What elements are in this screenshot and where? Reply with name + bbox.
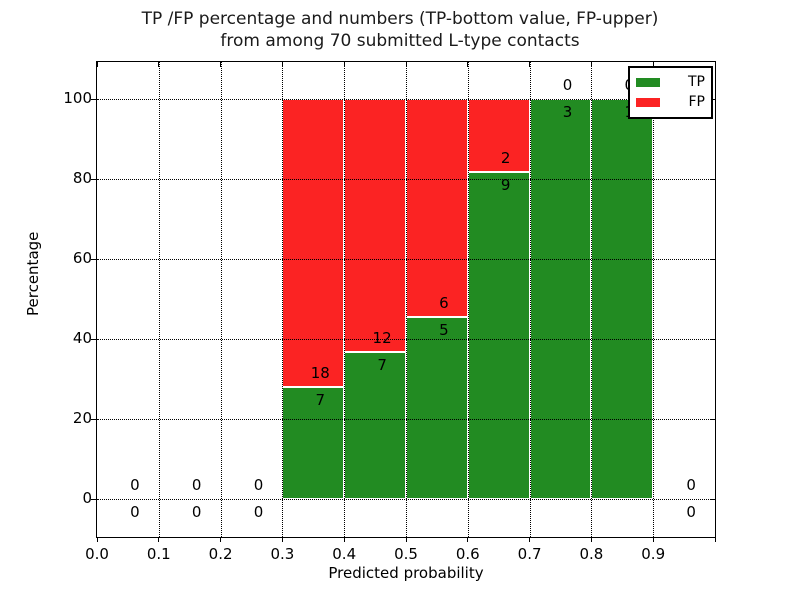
tp-count-label: 7 [377, 355, 387, 374]
y-tick-mark [91, 98, 96, 100]
y-tick-mark [91, 258, 96, 260]
x-axis-label: Predicted probability [328, 564, 484, 582]
x-tick-mark-top [281, 62, 283, 67]
bar-segment-fp [406, 99, 468, 318]
x-tick-mark [96, 537, 98, 542]
bar-segment-tp [529, 99, 592, 499]
tp-count-label: 0 [130, 503, 140, 521]
gridline-vertical [344, 62, 346, 537]
fp-count-label: 0 [191, 476, 202, 494]
legend: TP FP [628, 66, 713, 119]
fp-count-label: 0 [686, 476, 696, 494]
y-tick-label: 20 [72, 409, 92, 427]
tp-count-label: 3 [562, 103, 573, 121]
y-tick-label: 40 [72, 329, 92, 347]
y-tick-mark-right [710, 498, 715, 500]
y-tick-mark-right [710, 178, 715, 180]
gridline-vertical [220, 62, 222, 537]
y-tick-mark [91, 178, 96, 180]
x-tick-label: 0.8 [579, 545, 604, 563]
x-tick-mark [467, 537, 469, 542]
bar-segment-tp [591, 99, 654, 499]
legend-item-tp: TP [636, 72, 705, 92]
x-tick-mark-top [96, 62, 98, 67]
legend-label: TP [688, 74, 705, 90]
x-tick-mark-top [467, 62, 469, 67]
y-tick-mark-right [710, 338, 715, 340]
bar-segment-tp [406, 317, 468, 499]
x-tick-mark [158, 537, 160, 542]
bar-segment-tp [282, 387, 345, 499]
legend-swatch-fp [636, 97, 660, 107]
fp-count-label: 18 [310, 364, 330, 382]
gridline-vertical [282, 62, 284, 537]
fp-count-label: 12 [372, 328, 392, 347]
y-tick-mark [91, 498, 96, 500]
tp-count-label: 7 [315, 391, 326, 409]
x-tick-mark-top [714, 62, 716, 67]
fp-count-label: 0 [253, 476, 264, 494]
x-tick-mark-top [529, 62, 531, 67]
x-tick-mark [405, 537, 407, 542]
fp-count-label: 0 [130, 476, 140, 494]
y-tick-mark-right [710, 418, 715, 420]
y-axis-label: Percentage [24, 231, 42, 316]
tp-count-label: 9 [500, 175, 511, 194]
x-tick-mark-top [405, 62, 407, 67]
legend-swatch-tp [636, 77, 660, 87]
x-tick-label: 0.1 [146, 545, 171, 563]
bar-segment-tp [467, 171, 530, 499]
gridline-vertical [653, 62, 655, 537]
y-tick-mark [91, 338, 96, 340]
x-tick-label: 0.2 [208, 545, 233, 563]
x-tick-label: 0.6 [455, 545, 480, 563]
x-tick-label: 0.7 [517, 545, 542, 563]
x-tick-mark [529, 537, 531, 542]
tp-count-label: 0 [253, 503, 264, 521]
x-tick-mark [281, 537, 283, 542]
y-tick-label: 80 [72, 169, 92, 187]
x-tick-label: 0.0 [85, 545, 109, 563]
chart-title-line1: TP /FP percentage and numbers (TP-bottom… [141, 9, 659, 29]
x-tick-mark [590, 537, 592, 542]
bar-segment-fp [344, 99, 406, 352]
legend-label: FP [688, 94, 706, 110]
plot-area: 0000001871276529030100TPFP [91, 61, 716, 542]
x-tick-label: 0.3 [270, 545, 295, 563]
y-tick-mark-right [710, 258, 715, 260]
y-tick-label: 0 [82, 489, 92, 507]
tp-count-label: 0 [191, 503, 202, 521]
x-tick-mark [652, 537, 654, 542]
gridline-vertical [529, 62, 531, 537]
tp-count-label: 0 [686, 503, 696, 521]
x-tick-label: 0.4 [332, 545, 357, 563]
bar-segment-tp [344, 351, 406, 499]
y-tick-label: 60 [72, 249, 92, 267]
x-tick-mark [714, 537, 716, 542]
x-tick-mark-top [158, 62, 160, 67]
bar-segment-fp [282, 99, 345, 387]
x-tick-mark [343, 537, 345, 542]
x-tick-mark-top [220, 62, 222, 67]
x-tick-mark [220, 537, 222, 542]
y-tick-mark [91, 418, 96, 420]
gridline-vertical [406, 62, 407, 537]
x-tick-mark-top [590, 62, 592, 67]
fp-count-label: 0 [562, 76, 573, 94]
x-tick-mark-top [652, 62, 654, 67]
y-tick-label: 100 [63, 89, 92, 107]
legend-item-fp: FP [636, 92, 705, 112]
fp-count-label: 2 [500, 148, 511, 167]
tp-count-label: 5 [439, 321, 449, 340]
gridline-vertical [591, 62, 593, 537]
chart-title-line2: from among 70 submitted L-type contacts [220, 31, 580, 51]
fp-count-label: 6 [439, 294, 449, 313]
x-tick-label: 0.5 [394, 545, 418, 563]
x-tick-mark-top [343, 62, 345, 67]
x-tick-label: 0.9 [641, 545, 666, 563]
bar-segment-fp [467, 99, 530, 172]
gridline-vertical [467, 62, 469, 537]
gridline-vertical [158, 62, 160, 537]
